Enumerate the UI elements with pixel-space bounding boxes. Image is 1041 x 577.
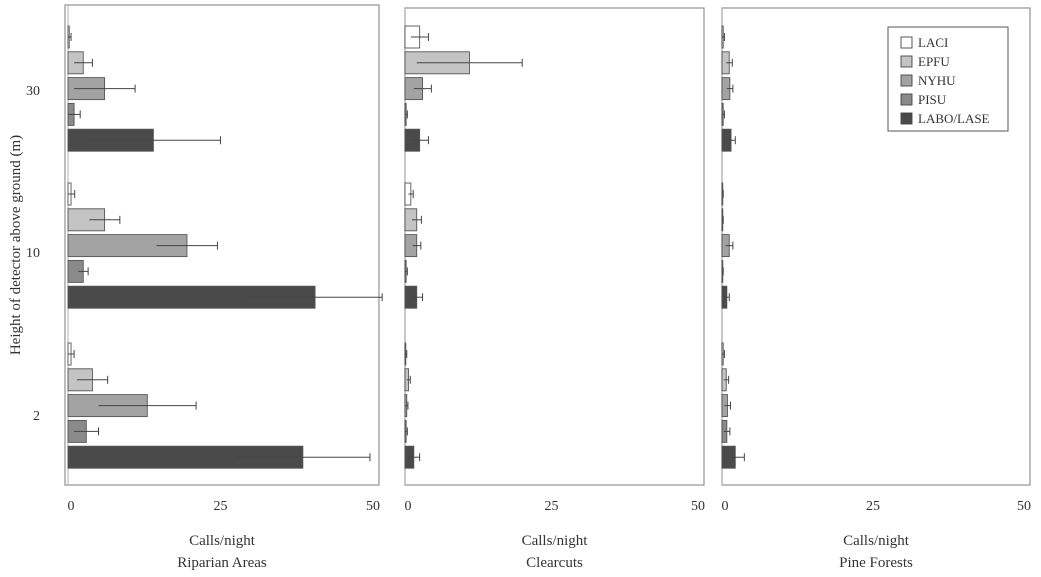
x-tick-label: 25 — [545, 499, 559, 514]
category-label-30: 30 — [26, 84, 40, 99]
legend-swatch — [900, 74, 913, 87]
legend-label: LACI — [918, 35, 948, 50]
x-axis-label: Calls/night — [189, 533, 256, 549]
legend-swatch — [900, 36, 913, 49]
legend-label: LABO/LASE — [918, 111, 990, 126]
legend-label: NYHU — [918, 73, 956, 88]
panel-0: 0 25 50 Calls/night Riparian Areas — [64, 4, 383, 571]
x-tick-label: 25 — [214, 499, 228, 514]
legend-label: PISU — [918, 92, 947, 107]
category-label-10: 10 — [26, 246, 40, 261]
x-axis-label: Calls/night — [522, 533, 589, 549]
legend-swatch — [900, 112, 913, 125]
y-axis-label: Height of detector above ground (m) — [8, 135, 24, 355]
x-tick-label: 50 — [366, 499, 380, 514]
panel-frame — [404, 7, 705, 486]
x-tick-label: 0 — [68, 499, 75, 514]
legend-swatch — [900, 93, 913, 106]
panel-1: 0 25 50 Calls/night Clearcuts — [404, 7, 705, 571]
panel-2: 0 25 50 Calls/night Pine Forests — [721, 7, 1031, 571]
legend-swatch — [900, 55, 913, 68]
legend: LACI EPFU NYHU PISU LABO/LASE — [887, 26, 1009, 132]
panel-subtitle: Clearcuts — [526, 555, 583, 571]
x-tick-label: 0 — [405, 499, 412, 514]
panel-subtitle: Pine Forests — [839, 555, 913, 571]
x-tick-label: 50 — [1017, 499, 1031, 514]
x-axis-label: Calls/night — [843, 533, 910, 549]
x-tick-label: 25 — [866, 499, 880, 514]
legend-label: EPFU — [918, 54, 950, 69]
panel-frame — [64, 4, 380, 486]
panels-layer: 0 25 50 Calls/night Riparian Areas 0 25 50 Calls… — [64, 4, 1031, 571]
x-tick-label: 0 — [722, 499, 729, 514]
panel-subtitle: Riparian Areas — [177, 555, 267, 571]
x-tick-label: 50 — [691, 499, 705, 514]
category-label-2: 2 — [33, 409, 40, 424]
